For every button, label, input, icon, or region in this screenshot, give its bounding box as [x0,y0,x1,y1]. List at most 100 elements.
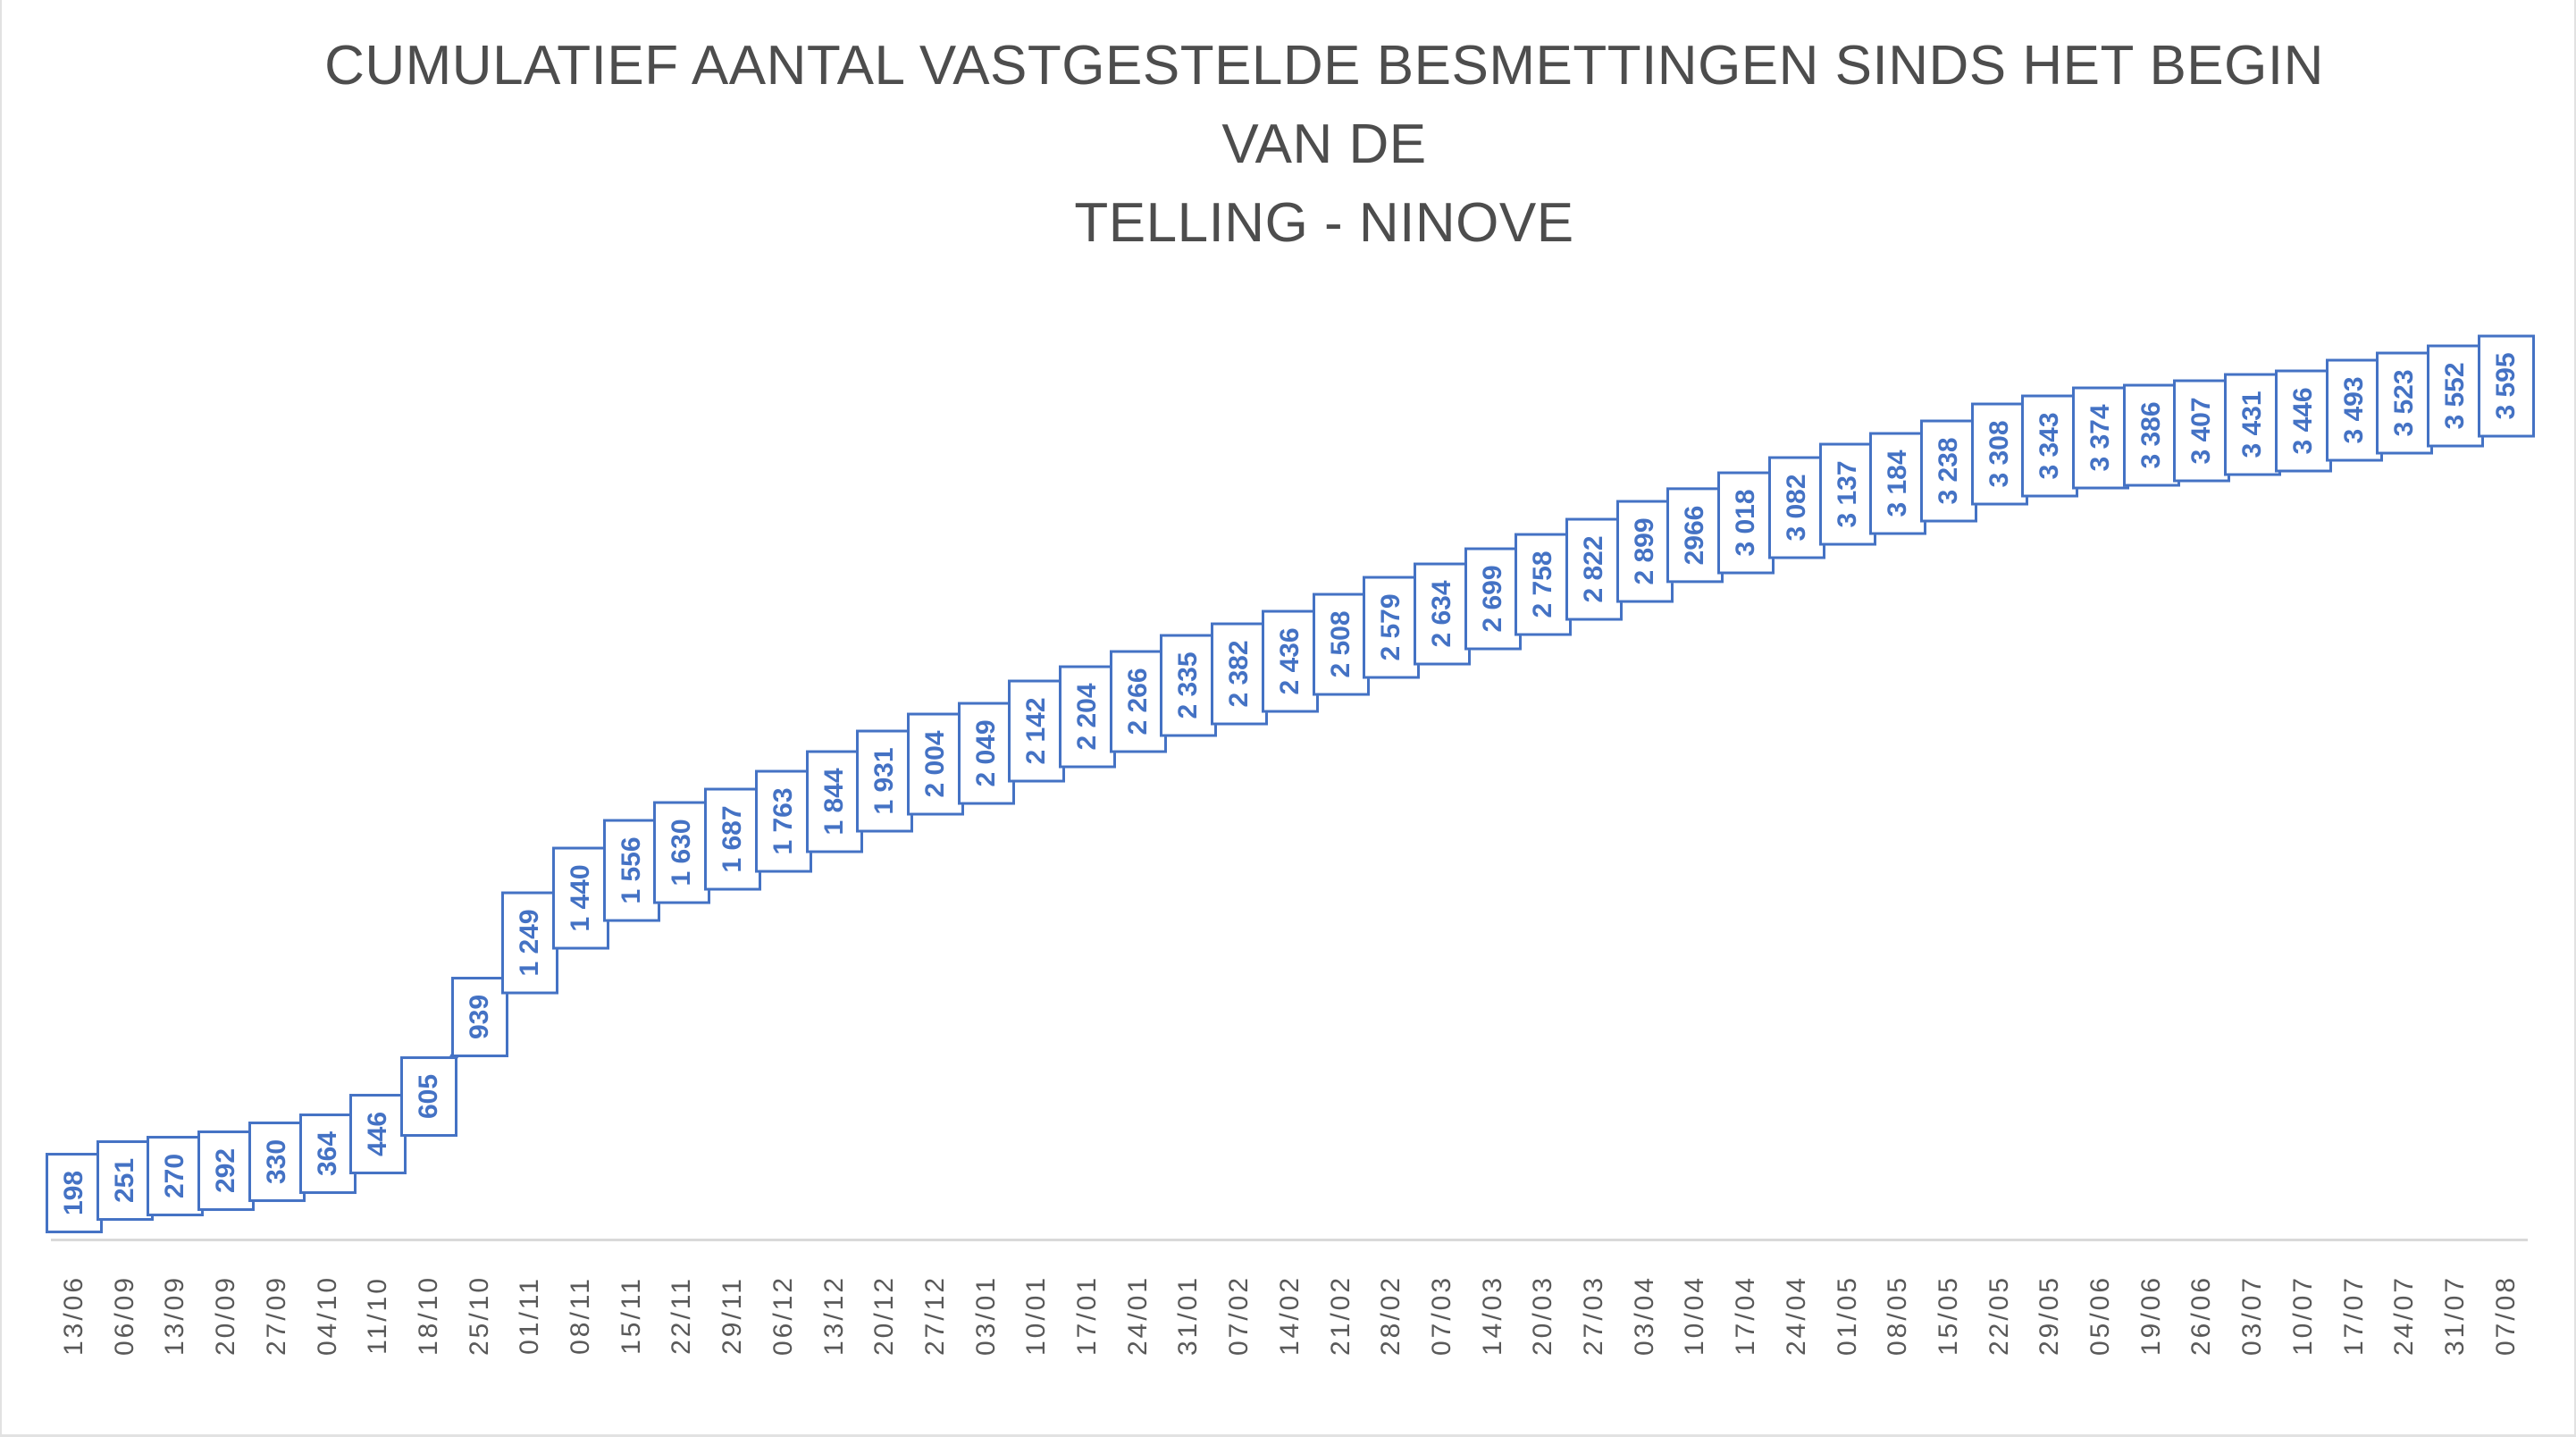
data-label: 3 374 [2072,386,2129,490]
data-label: 446 [349,1093,407,1175]
data-label: 3 523 [2376,351,2434,455]
x-axis-label: 03/01 [970,1274,1001,1357]
x-axis-label: 06/12 [768,1274,798,1357]
x-axis-label: 25/10 [464,1274,494,1357]
data-label: 3 184 [1869,432,1927,535]
data-label: 1 249 [501,891,559,996]
data-label: 1 556 [602,819,660,922]
x-axis-label: 24/07 [2389,1274,2420,1357]
data-label: 1 687 [704,787,762,891]
data-label: 270 [147,1135,205,1216]
data-label: 2 382 [1211,622,1269,726]
chart-title-line1: CUMULATIEF AANTAL VASTGESTELDE BESMETTIN… [324,35,2324,175]
x-axis-label: 13/12 [818,1274,849,1357]
x-axis-label: 31/01 [1173,1274,1204,1357]
data-label: 3 493 [2325,358,2383,462]
x-axis-label: 07/08 [2490,1274,2521,1357]
data-label: 2 049 [957,702,1015,805]
x-axis-label: 07/03 [1426,1274,1456,1357]
x-axis-label: 22/05 [1984,1274,2014,1357]
x-axis-label: 11/10 [363,1276,393,1355]
data-label: 2 266 [1109,650,1167,753]
data-label: 3 018 [1717,471,1775,575]
x-axis-label: 13/06 [59,1274,88,1357]
x-axis-label: 15/05 [1933,1274,1963,1357]
data-label: 2 142 [1008,679,1066,783]
data-label: 1 763 [754,769,812,873]
data-label: 2 634 [1413,562,1471,666]
x-axis-label: 13/09 [160,1274,190,1357]
x-axis-label: 20/12 [869,1274,900,1357]
x-axis-label: 14/02 [1274,1274,1305,1357]
x-axis-label: 29/05 [2035,1274,2065,1357]
x-axis-label: 19/06 [2135,1274,2166,1357]
chart-title-line2: TELLING - NINOVE [1074,192,1574,254]
x-axis-label: 10/01 [1021,1274,1052,1357]
data-label: 1 844 [805,750,863,853]
x-axis-label: 17/01 [1072,1274,1102,1357]
data-label: 939 [450,976,508,1057]
x-axis-label: 08/05 [1883,1274,1913,1357]
x-axis-label: 03/04 [1629,1274,1659,1357]
data-label: 1 931 [856,729,914,833]
x-axis-label: 07/02 [1224,1274,1254,1357]
x-axis-label: 17/04 [1731,1274,1761,1357]
data-label: 3 308 [1970,402,2028,506]
x-axis-label: 06/09 [109,1274,139,1357]
x-axis-label: 28/02 [1376,1274,1406,1357]
data-label: 1 440 [552,846,609,950]
x-axis-label: 10/04 [1680,1274,1710,1357]
data-label: 3 431 [2224,373,2282,476]
x-axis-label: 17/07 [2338,1274,2369,1357]
x-axis-label: 29/11 [717,1276,748,1355]
x-axis-label: 10/07 [2287,1274,2318,1357]
x-axis-label: 24/04 [1781,1274,1811,1357]
data-label: 3 386 [2122,383,2180,487]
data-label: 2 508 [1312,592,1370,696]
x-axis-label: 14/03 [1477,1274,1507,1357]
data-label: 2 335 [1160,634,1218,737]
data-label: 3 407 [2173,379,2231,483]
x-axis-line [51,1239,2528,1241]
x-axis-label: 01/05 [1832,1274,1862,1357]
data-label: 330 [248,1121,306,1202]
data-label: 2 699 [1464,547,1522,651]
x-axis-label: 20/09 [211,1274,241,1357]
x-axis-label: 22/11 [667,1276,697,1355]
data-label: 2 822 [1565,517,1623,621]
data-label: 2 899 [1615,500,1674,603]
x-axis-label: 08/11 [566,1276,595,1355]
data-label: 3 595 [2477,334,2535,438]
x-axis-label: 05/06 [2085,1274,2115,1357]
data-label: 364 [298,1113,357,1194]
x-axis-label: 03/07 [2237,1274,2268,1357]
data-label: 3 082 [1767,456,1825,559]
data-label: 2 579 [1363,576,1421,679]
data-label: 292 [197,1130,256,1211]
data-label: 1 630 [653,801,711,904]
data-label: 3 238 [1919,419,1977,523]
data-label: 2966 [1666,487,1724,584]
x-axis-label: 27/12 [919,1274,950,1357]
data-label: 2 004 [906,712,964,816]
data-label: 2 204 [1059,665,1116,769]
data-label: 2 758 [1515,533,1573,636]
x-axis-label: 01/11 [515,1276,545,1355]
x-axis-label: 15/11 [616,1276,646,1355]
data-label: 3 137 [1818,442,1876,547]
x-axis-label: 31/07 [2439,1274,2470,1357]
data-label: 198 [46,1152,103,1233]
data-label: 3 552 [2426,344,2484,448]
data-label: 605 [399,1055,457,1137]
x-axis-label: 27/09 [261,1274,291,1357]
x-axis-label: 24/01 [1122,1274,1153,1357]
x-axis-label: 21/02 [1325,1274,1355,1357]
x-axis-label: 27/03 [1579,1274,1608,1357]
data-label: 2 436 [1261,609,1319,713]
data-label: 251 [96,1139,154,1221]
x-axis-label: 20/03 [1528,1274,1558,1357]
x-axis-label: 18/10 [413,1274,443,1357]
data-label: 3 343 [2021,394,2079,498]
